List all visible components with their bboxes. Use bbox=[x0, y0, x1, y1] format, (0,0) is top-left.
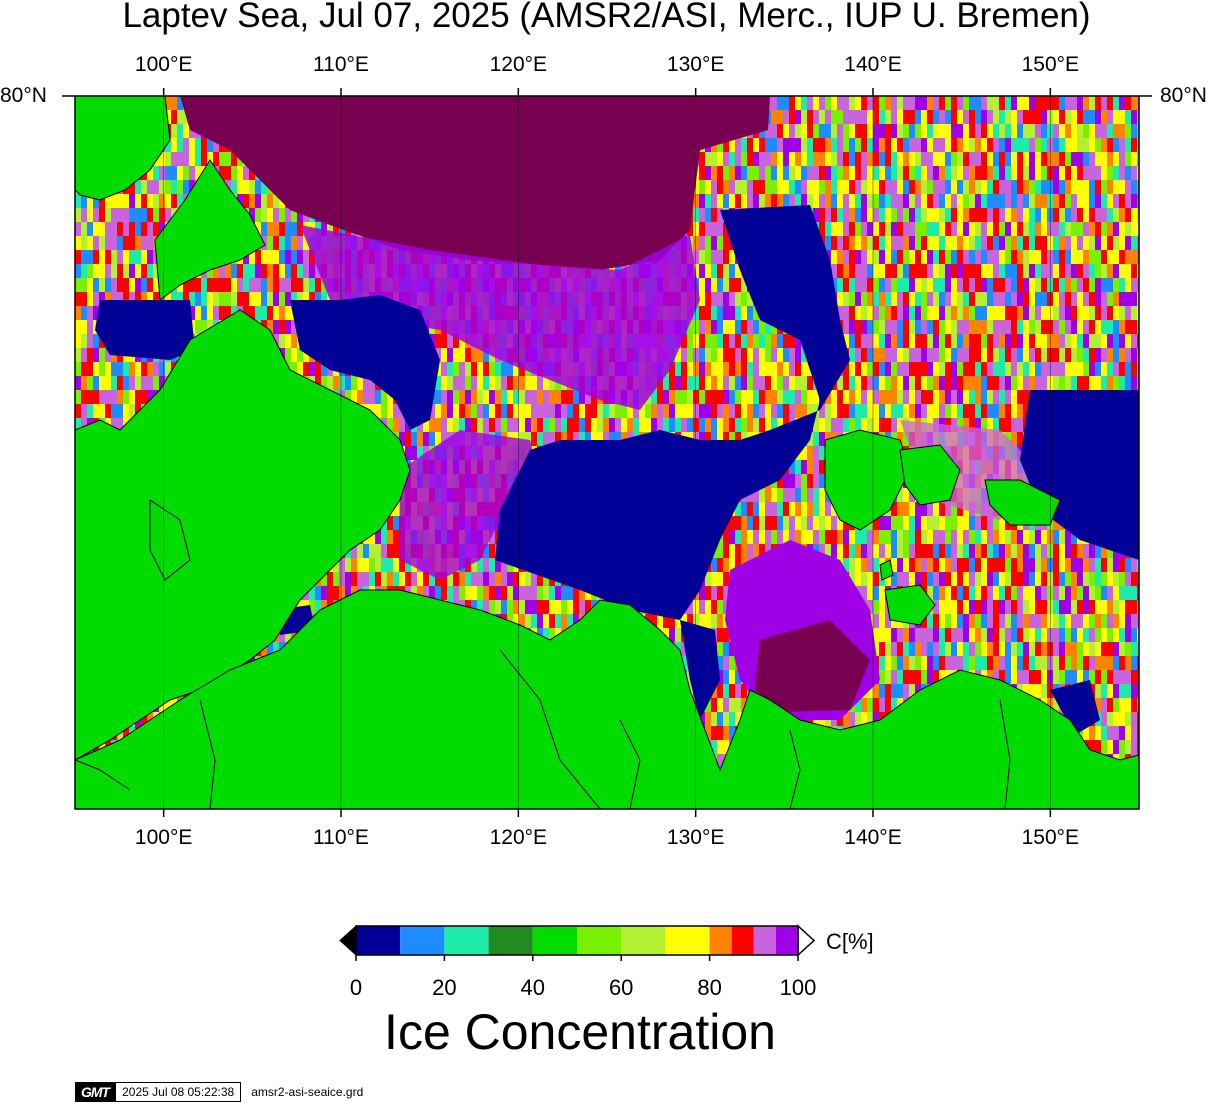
lon-label-top-130: 130°E bbox=[666, 53, 725, 76]
colorbar-segment-9 bbox=[731, 926, 754, 955]
open-water-se bbox=[1050, 680, 1100, 735]
grid-filename: amsr2-asi-seaice.grd bbox=[251, 1085, 364, 1099]
colorbar-segment-5 bbox=[577, 926, 622, 955]
colorbar-low-triangle bbox=[339, 924, 357, 957]
map-title: Laptev Sea, Jul 07, 2025 (AMSR2/ASI, Mer… bbox=[122, 0, 1091, 35]
timestamp: 2025 Jul 08 05:22:38 bbox=[115, 1082, 242, 1102]
bolshoy-lyakhovsky-island bbox=[884, 584, 936, 626]
new-siberia-island bbox=[984, 479, 1061, 526]
lon-label-bottom-100: 100°E bbox=[134, 826, 193, 849]
purple-band-central bbox=[400, 430, 540, 580]
gmt-timestamp: GMT 2025 Jul 08 05:22:38 amsr2-asi-seaic… bbox=[75, 1082, 363, 1102]
colorbar-high-triangle bbox=[797, 924, 816, 957]
rivers-borders bbox=[75, 649, 1011, 809]
small-island-a bbox=[879, 559, 894, 581]
lon-label-bottom-140: 140°E bbox=[844, 826, 902, 849]
colorbar-frame bbox=[355, 925, 799, 956]
open-water-east bbox=[1020, 390, 1139, 560]
colorbar-segment-11 bbox=[775, 926, 798, 955]
colorbar-segment-6 bbox=[621, 926, 666, 955]
map-frame bbox=[74, 95, 1140, 810]
graticule bbox=[163, 96, 1051, 809]
colorbar-segment-0 bbox=[356, 926, 401, 955]
colorbar-segment-7 bbox=[665, 926, 710, 955]
lon-label-bottom-120: 120°E bbox=[489, 826, 548, 849]
lon-label-bottom-110: 110°E bbox=[313, 826, 369, 849]
lon-label-top-140: 140°E bbox=[844, 53, 902, 76]
lat-label-left: 80°N bbox=[0, 84, 47, 107]
lon-label-top-120: 120°E bbox=[489, 53, 548, 76]
bolshevik-island bbox=[154, 159, 266, 301]
lat-label-right: 80°N bbox=[1160, 84, 1207, 107]
dense-ice-delta bbox=[755, 620, 870, 712]
colorbar bbox=[339, 924, 816, 961]
lon-label-top-150: 150°E bbox=[1021, 53, 1080, 76]
colorbar-segment-1 bbox=[400, 926, 445, 955]
colorbar-label-20: 20 bbox=[432, 975, 457, 1000]
severnaya-zemlya-islands bbox=[75, 96, 171, 201]
purple-band-north bbox=[300, 225, 700, 410]
lon-label-top-110: 110°E bbox=[313, 53, 369, 76]
open-water-west bbox=[290, 295, 440, 430]
gmt-logo: GMT bbox=[75, 1082, 116, 1102]
colorbar-label-60: 60 bbox=[608, 975, 634, 1000]
kotelny-island bbox=[824, 429, 911, 531]
colorbar-unit: C[%] bbox=[826, 929, 874, 954]
ice-zones bbox=[95, 96, 1139, 735]
open-water-central bbox=[495, 205, 850, 620]
open-water-nw bbox=[95, 300, 195, 360]
open-water-coastal bbox=[680, 620, 720, 720]
colorbar-title: Ice Concentration bbox=[384, 1004, 776, 1060]
taymyr-peninsula bbox=[75, 309, 411, 761]
colorbar-segment-8 bbox=[709, 926, 732, 955]
colorbar-label-0: 0 bbox=[349, 975, 363, 1000]
longitude-ticks bbox=[162, 88, 1052, 817]
new-siberian-island-east bbox=[899, 444, 961, 506]
peninsula-west-coast bbox=[149, 499, 191, 581]
colorbar-label-80: 80 bbox=[697, 975, 722, 1000]
colorbar-segment-2 bbox=[444, 926, 489, 955]
colorbar-segment-3 bbox=[488, 926, 533, 955]
colorbar-label-40: 40 bbox=[520, 975, 546, 1000]
lon-label-bottom-150: 150°E bbox=[1021, 826, 1080, 849]
pack-ice-north bbox=[180, 96, 770, 270]
lon-label-bottom-130: 130°E bbox=[666, 826, 725, 849]
lon-label-top-100: 100°E bbox=[134, 53, 193, 76]
colorbar-segment-10 bbox=[753, 926, 776, 955]
colorbar-segment-4 bbox=[532, 926, 577, 955]
colorbar-label-100: 100 bbox=[779, 975, 817, 1000]
